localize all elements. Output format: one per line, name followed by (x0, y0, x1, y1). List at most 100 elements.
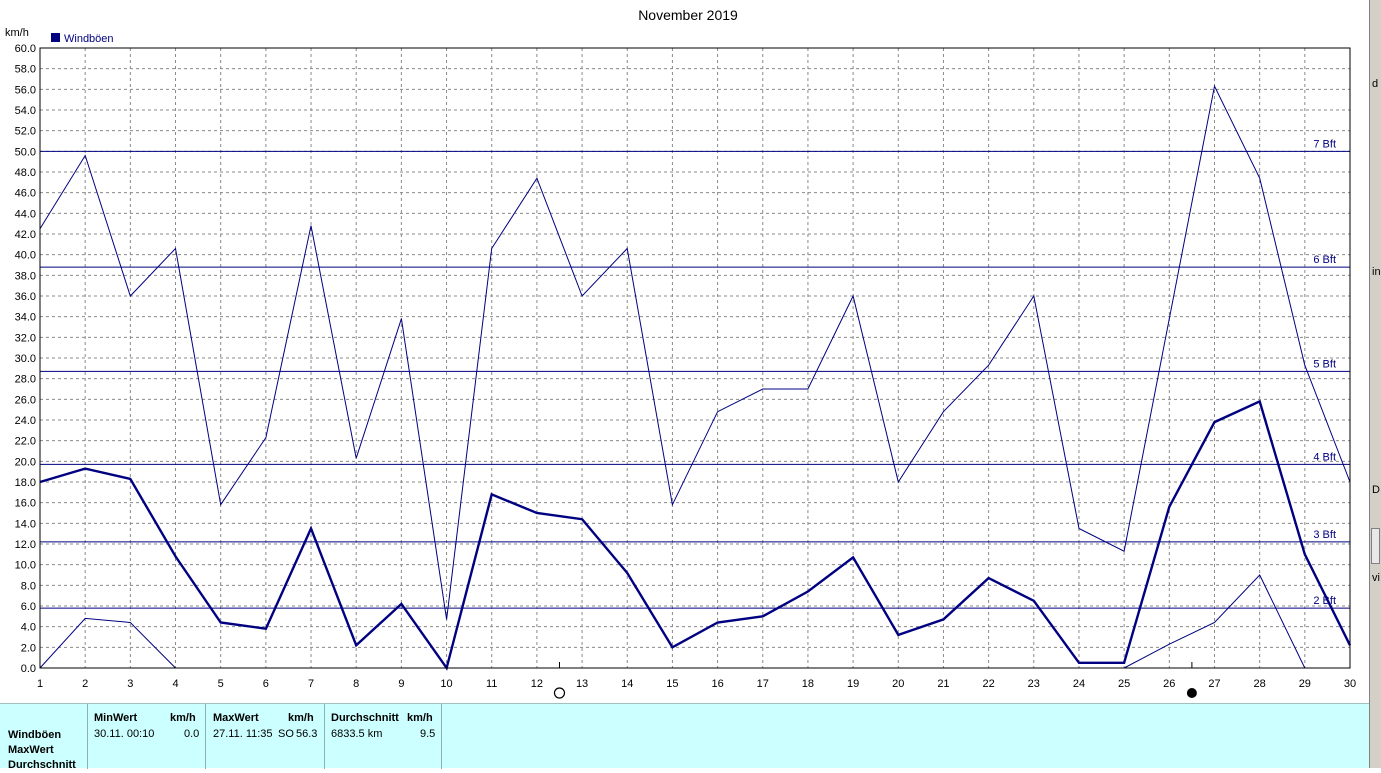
avg-header: Durchschnitt (331, 712, 399, 724)
beaufort-label: 7 Bft (1313, 138, 1336, 150)
min-value: 0.0 (184, 728, 200, 740)
row-label-maxwert: MaxWert (8, 744, 54, 756)
y-tick-label: 30.0 (15, 353, 36, 365)
y-tick-label: 38.0 (15, 270, 36, 282)
x-tick-label: 4 (172, 678, 178, 690)
x-tick-label: 26 (1163, 678, 1175, 690)
y-tick-label: 0.0 (21, 663, 36, 675)
x-tick-label: 9 (398, 678, 404, 690)
x-tick-label: 11 (486, 678, 497, 690)
y-tick-label: 12.0 (15, 539, 36, 551)
avg-unit: km/h (407, 712, 433, 724)
x-tick-label: 30 (1344, 678, 1356, 690)
max-value: 56.3 (296, 728, 318, 740)
series-line-3 (39, 617, 176, 669)
stats-panel: Windböen MaxWert Durchschnitt MinWert km… (0, 703, 1369, 771)
y-tick-label: 2.0 (21, 642, 36, 654)
y-tick-label: 56.0 (15, 84, 36, 96)
x-tick-label: 28 (1254, 678, 1266, 690)
y-tick-label: 20.0 (15, 456, 36, 468)
y-tick-label: 50.0 (15, 146, 36, 158)
row-label-windboeen: Windböen (8, 729, 62, 741)
y-tick-label: 28.0 (15, 374, 36, 386)
series-line-1 (39, 399, 1352, 671)
min-unit: km/h (170, 712, 196, 724)
series-line-2 (39, 84, 1351, 620)
strip-text: D (1372, 484, 1380, 496)
x-tick-label: 7 (308, 678, 314, 690)
y-axis-unit: km/h (5, 27, 29, 39)
beaufort-label: 5 Bft (1313, 358, 1336, 370)
legend-swatch (51, 33, 60, 42)
x-tick-label: 23 (1028, 678, 1040, 690)
stats-col-max: MaxWert km/h 27.11. 11:35 SO 56.3 (205, 704, 324, 769)
x-tick-label: 21 (937, 678, 949, 690)
x-tick-label: 16 (711, 678, 723, 690)
x-tick-label: 13 (576, 678, 588, 690)
y-tick-label: 18.0 (15, 477, 36, 489)
legend-item-windboeen: Windböen (64, 33, 114, 45)
max-when: 27.11. 11:35 (213, 728, 273, 740)
beaufort-label: 4 Bft (1313, 451, 1336, 463)
y-tick-label: 34.0 (15, 312, 36, 324)
y-tick-label: 32.0 (15, 332, 36, 344)
y-tick-label: 10.0 (15, 560, 36, 572)
max-direction: SO (278, 728, 294, 740)
y-tick-label: 24.0 (15, 415, 36, 427)
full-moon-icon (553, 687, 566, 699)
max-header: MaxWert (213, 712, 259, 724)
strip-text: vi (1372, 572, 1380, 584)
y-tick-label: 44.0 (15, 208, 36, 220)
avg-distance: 6833.5 km (331, 728, 383, 740)
y-tick-label: 16.0 (15, 498, 36, 510)
series-line-3 (1123, 574, 1306, 669)
x-tick-label: 1 (37, 678, 43, 690)
y-tick-label: 42.0 (15, 229, 36, 241)
avg-value: 9.5 (420, 728, 436, 740)
y-tick-label: 60.0 (15, 43, 36, 55)
y-tick-label: 40.0 (15, 250, 36, 262)
y-tick-label: 54.0 (15, 105, 36, 117)
stats-col-min: MinWert km/h 30.11. 00:10 0.0 (87, 704, 205, 769)
x-tick-label: 29 (1299, 678, 1311, 690)
x-tick-label: 25 (1118, 678, 1130, 690)
x-tick-label: 3 (127, 678, 133, 690)
stats-col-avg: Durchschnitt km/h 6833.5 km 9.5 (324, 704, 442, 769)
plot-frame (39, 47, 1351, 669)
beaufort-label: 3 Bft (1313, 529, 1336, 541)
y-tick-label: 46.0 (15, 188, 36, 200)
y-tick-label: 52.0 (15, 126, 36, 138)
y-tick-label: 22.0 (15, 436, 36, 448)
y-tick-label: 8.0 (21, 580, 36, 592)
x-tick-label: 20 (892, 678, 904, 690)
min-header: MinWert (94, 712, 138, 724)
y-tick-label: 36.0 (15, 291, 36, 303)
x-tick-label: 2 (82, 678, 88, 690)
x-tick-label: 17 (757, 678, 769, 690)
y-tick-label: 48.0 (15, 167, 36, 179)
x-tick-label: 24 (1073, 678, 1085, 690)
beaufort-label: 6 Bft (1313, 254, 1336, 266)
y-tick-label: 14.0 (15, 518, 36, 530)
x-tick-label: 27 (1208, 678, 1220, 690)
x-tick-label: 18 (802, 678, 814, 690)
x-tick-label: 22 (982, 678, 994, 690)
x-tick-label: 10 (440, 678, 452, 690)
max-unit: km/h (288, 712, 314, 724)
y-tick-label: 58.0 (15, 64, 36, 76)
x-tick-label: 19 (847, 678, 859, 690)
x-tick-label: 15 (666, 678, 678, 690)
x-tick-label: 6 (263, 678, 269, 690)
x-tick-label: 5 (218, 678, 224, 690)
scrollbar-thumb[interactable] (1371, 528, 1380, 564)
y-tick-label: 26.0 (15, 394, 36, 406)
y-tick-label: 6.0 (21, 601, 36, 613)
x-tick-label: 14 (621, 678, 633, 690)
min-when: 30.11. 00:10 (94, 728, 155, 740)
x-tick-label: 12 (531, 678, 543, 690)
strip-text: d (1372, 78, 1379, 90)
chart-title: November 2019 (638, 7, 738, 23)
y-tick-label: 4.0 (21, 622, 36, 634)
row-label-durchschnitt: Durchschnitt (8, 759, 76, 771)
x-tick-label: 8 (353, 678, 359, 690)
